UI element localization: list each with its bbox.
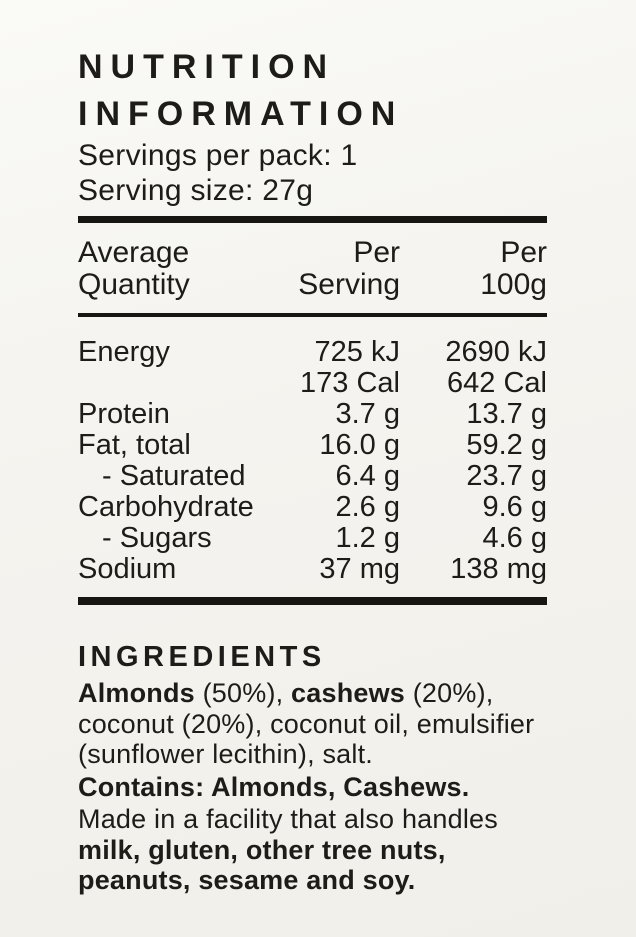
- ingredient-almonds: Almonds: [78, 678, 195, 708]
- nutrition-table-header: Average Quantity Per Serving Per 100g: [78, 223, 547, 317]
- row-per-100g: 9.6 g: [482, 491, 548, 523]
- allergen-statement: Made in a facility that also handles mil…: [78, 804, 547, 896]
- row-label: Energy: [78, 336, 170, 368]
- table-row: Sodium 37 mg 138 mg: [78, 554, 547, 585]
- row-per-100g: 23.7 g: [466, 460, 547, 492]
- ingredients-remainder: (20%), coconut (20%), coconut oil, emuls…: [78, 678, 535, 769]
- row-per-serving: 37 mg: [319, 553, 400, 585]
- column-header-per-100g: Per 100g: [400, 223, 547, 317]
- row-per-100g: 4.6 g: [482, 522, 548, 554]
- row-per-serving: 1.2 g: [335, 522, 401, 554]
- nutrition-table-body: Energy 725 kJ 2690 kJ 173 Cal 642 Cal Protein…: [78, 315, 547, 585]
- ingredients-list: Almonds (50%), cashews (20%), coconut (2…: [78, 678, 547, 770]
- table-row: Carbohydrate 2.6 g 9.6 g: [78, 492, 547, 523]
- row-label: Carbohydrate: [78, 491, 254, 523]
- divider-top: [78, 216, 547, 223]
- row-label: Fat, total: [78, 429, 191, 461]
- row-per-serving: 173 Cal: [300, 367, 400, 399]
- row-per-serving: 16.0 g: [319, 429, 400, 461]
- row-per-100g: 13.7 g: [466, 398, 547, 430]
- row-per-serving: 3.7 g: [335, 398, 401, 430]
- row-label: Protein: [78, 398, 170, 430]
- column-header-per-serving: Per Serving: [288, 223, 400, 317]
- servings-per-pack: Servings per pack: 1: [78, 139, 358, 172]
- row-label: [78, 368, 288, 399]
- row-per-100g: 642 Cal: [447, 367, 547, 399]
- row-label: Sodium: [78, 553, 177, 585]
- allergen-statement-allergens: milk, gluten, other tree nuts, peanuts, …: [78, 834, 446, 896]
- table-row: Fat, total 16.0 g 59.2 g: [78, 430, 547, 461]
- table-row: 173 Cal 642 Cal: [78, 368, 547, 399]
- table-row: - Saturated 6.4 g 23.7 g: [78, 461, 547, 492]
- row-label: - Saturated: [102, 460, 246, 492]
- header-row: Average Quantity Per Serving Per 100g: [78, 223, 547, 317]
- row-label: - Sugars: [102, 522, 212, 554]
- row-per-serving: 2.6 g: [335, 491, 401, 523]
- row-per-100g: 2690 kJ: [445, 336, 547, 368]
- table-row: - Sugars 1.2 g 4.6 g: [78, 523, 547, 554]
- row-per-100g: 59.2 g: [466, 429, 547, 461]
- table-row: Energy 725 kJ 2690 kJ: [78, 315, 547, 368]
- ingredients-heading: INGREDIENTS: [78, 641, 326, 673]
- panel-title: NUTRITION INFORMATION: [78, 48, 404, 133]
- nutrition-table: Average Quantity Per Serving Per 100g En…: [78, 223, 547, 585]
- divider-bottom: [78, 597, 547, 605]
- serving-size: Serving size: 27g: [78, 174, 314, 207]
- ingredient-cashews: cashews: [291, 678, 406, 708]
- row-per-100g: 138 mg: [450, 553, 547, 585]
- allergen-statement-intro: Made in a facility that also handles: [78, 804, 498, 834]
- column-header-average-quantity: Average Quantity: [78, 223, 288, 317]
- contains-statement: Contains: Almonds, Cashews.: [78, 771, 470, 802]
- ingredient-almonds-percent: (50%),: [194, 678, 292, 708]
- row-per-serving: 725 kJ: [314, 336, 400, 368]
- table-row: Protein 3.7 g 13.7 g: [78, 399, 547, 430]
- row-per-serving: 6.4 g: [335, 460, 401, 492]
